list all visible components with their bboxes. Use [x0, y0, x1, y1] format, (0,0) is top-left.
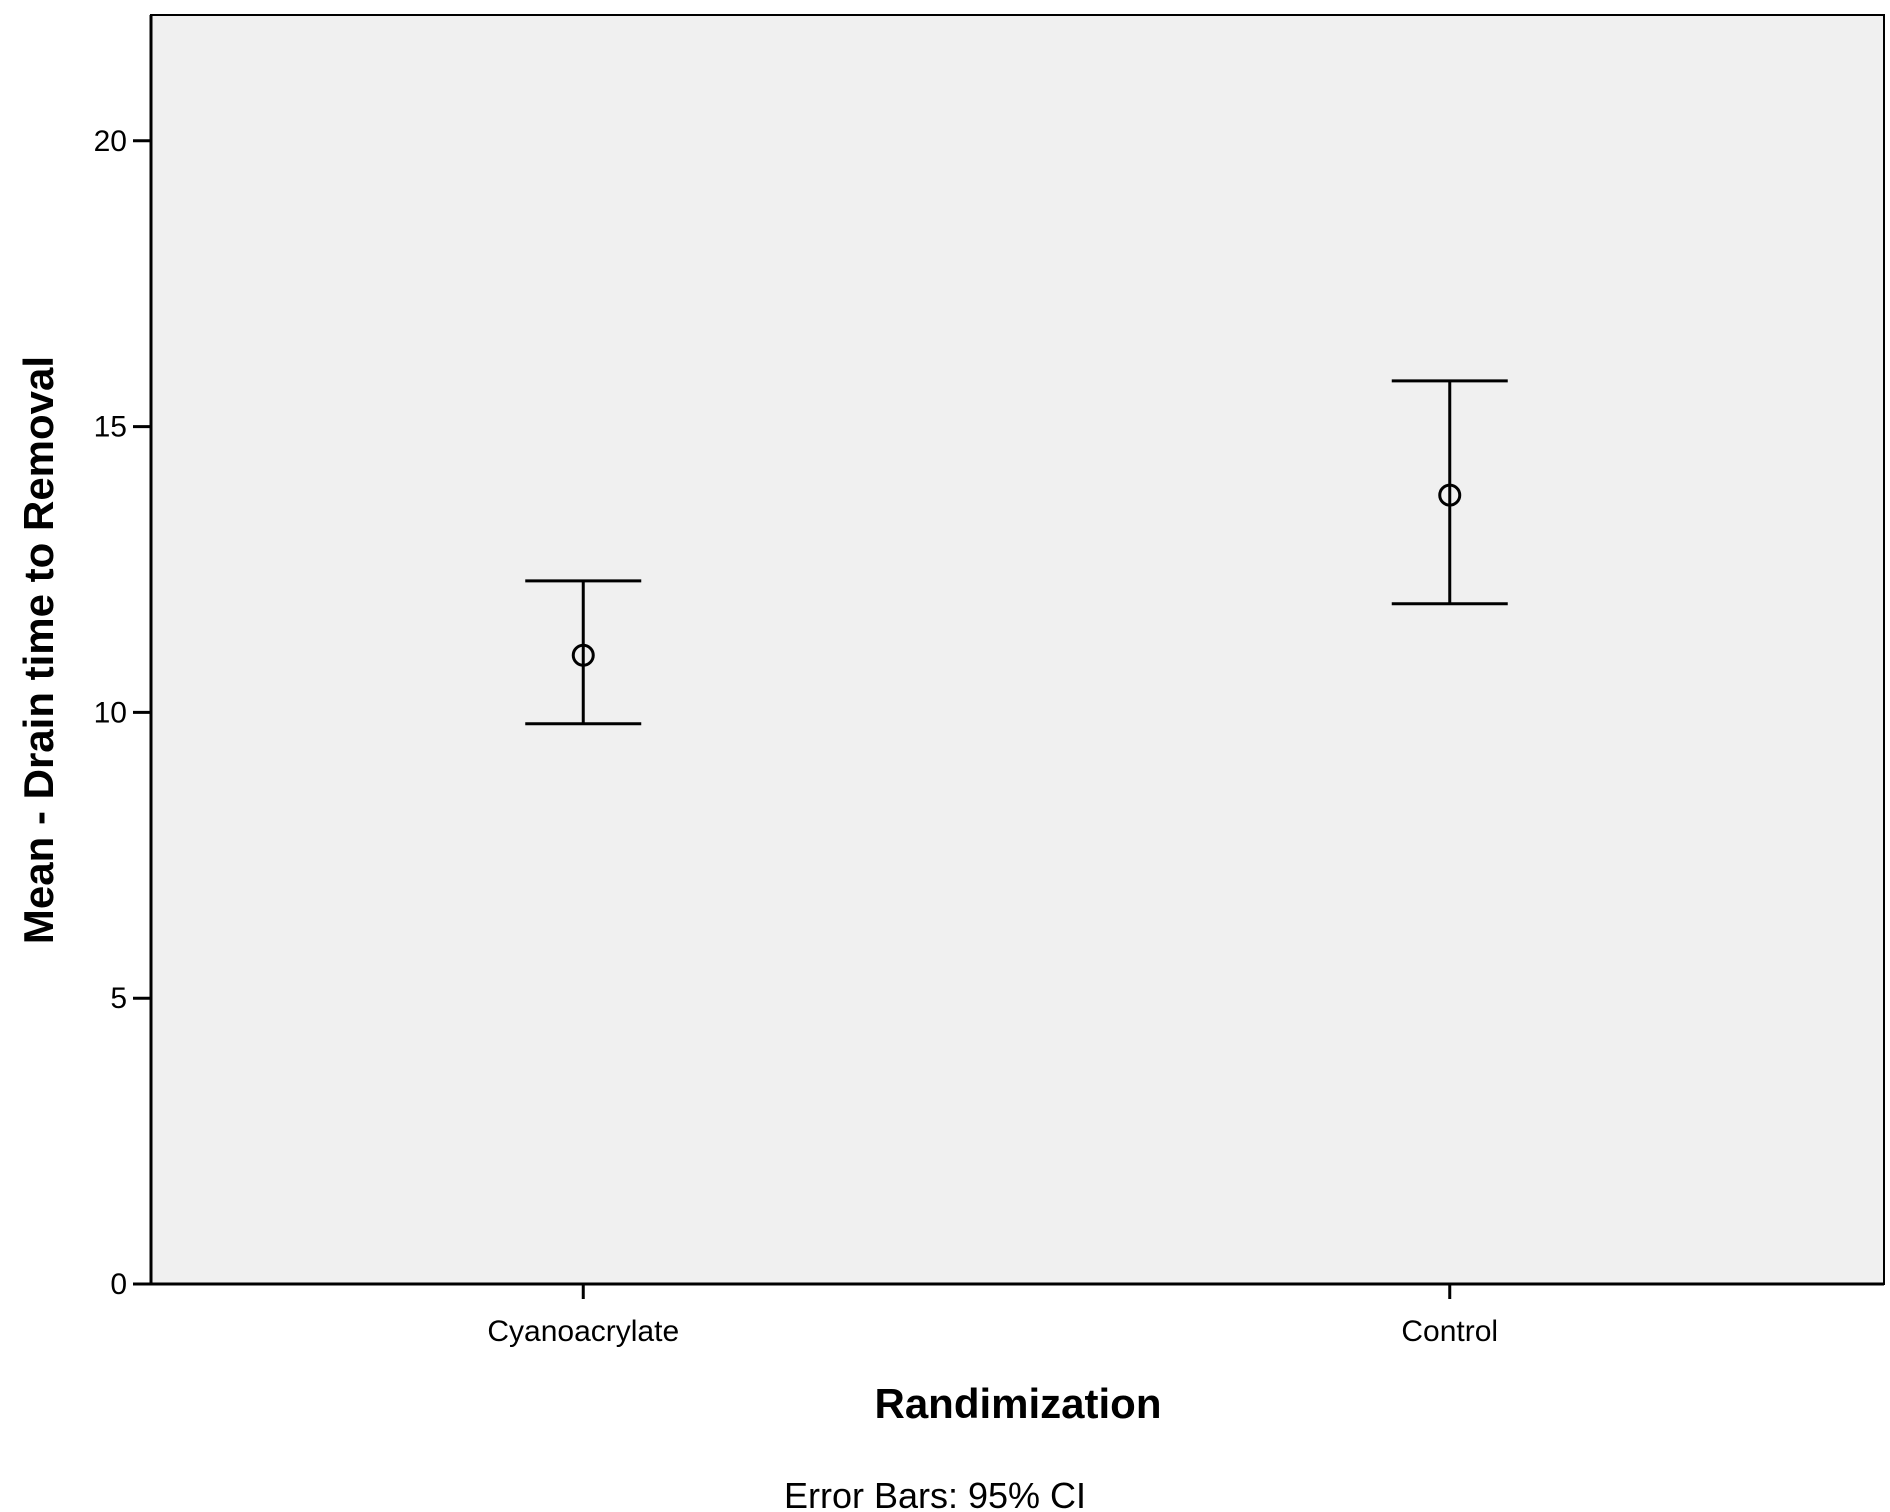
mean-point — [571, 643, 595, 667]
plot-area — [150, 14, 1885, 1285]
y-tick-label: 20 — [94, 125, 127, 158]
y-tick-label: 5 — [110, 982, 127, 1015]
y-tick-label: 0 — [110, 1268, 127, 1301]
error-bars-note: Error Bars: 95% CI — [784, 1475, 1086, 1512]
y-tick-label: 10 — [94, 696, 127, 729]
y-tick-label: 15 — [94, 411, 127, 444]
x-axis: Cyanoacrylate Control — [151, 1282, 1884, 1348]
x-axis-title: Randimization — [874, 1380, 1161, 1427]
data-marks — [525, 379, 1508, 726]
x-tick-label: Control — [1401, 1315, 1498, 1348]
x-tick-label: Cyanoacrylate — [487, 1315, 679, 1348]
y-axis: 0 5 10 15 20 — [94, 15, 153, 1301]
mean-point — [1438, 483, 1462, 507]
y-axis-title: Mean - Drain time to Removal — [15, 356, 62, 944]
